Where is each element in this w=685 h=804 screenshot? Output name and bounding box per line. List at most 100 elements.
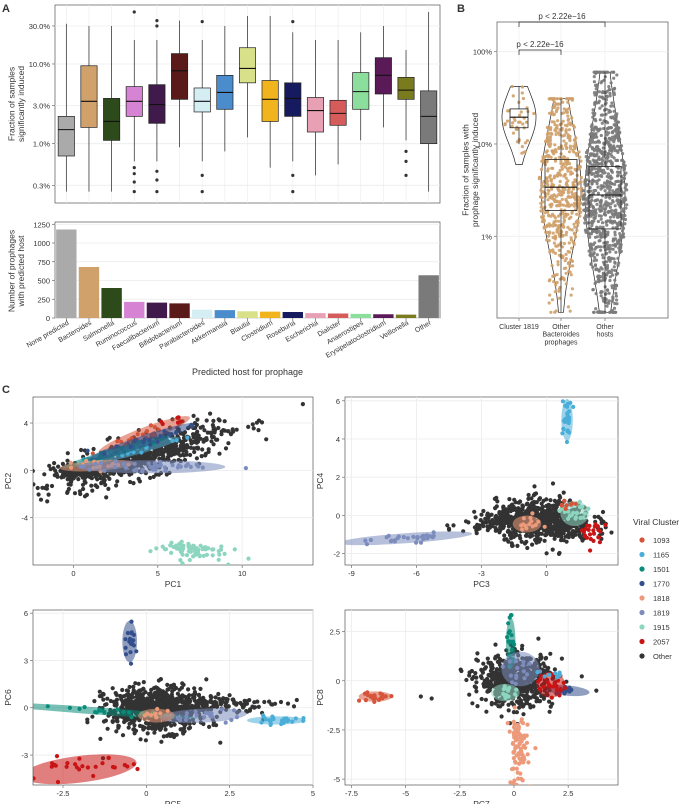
jitter-point [593, 159, 597, 163]
point-cluster-2057 [178, 419, 183, 424]
point-other [35, 485, 40, 491]
outlier-point [132, 180, 136, 184]
point-other [180, 452, 186, 457]
point-other [52, 461, 57, 466]
point-other [155, 686, 160, 691]
jitter-point [553, 290, 557, 294]
jitter-point [618, 250, 622, 254]
jitter-point [566, 249, 570, 254]
point-cluster-1819 [368, 537, 373, 543]
point-other [180, 440, 186, 445]
jitter-point [563, 165, 567, 169]
point-cluster-1819 [219, 707, 224, 712]
jitter-point [567, 107, 571, 111]
point-cluster-1165 [293, 716, 298, 721]
point-other [600, 509, 606, 515]
point-other [192, 695, 197, 700]
point-cluster-1093 [562, 498, 567, 503]
jitter-point [592, 128, 596, 132]
point-cluster-1915 [148, 549, 153, 554]
point-other [145, 696, 150, 701]
jitter-point [596, 167, 600, 171]
jitter-point [613, 301, 617, 306]
jitter-point [623, 222, 627, 226]
jitter-point [558, 179, 562, 184]
outlier-point [155, 190, 159, 194]
point-cluster-1819 [202, 715, 207, 720]
tick-label-y: 750 [37, 258, 50, 267]
jitter-point [591, 253, 595, 257]
jitter-point [614, 226, 618, 230]
point-other [505, 513, 511, 518]
jitter-point [612, 215, 616, 219]
point-cluster-2057 [55, 779, 61, 785]
jitter-point [567, 187, 571, 191]
point-other [136, 703, 141, 708]
point-cluster-1501 [127, 710, 132, 715]
point-cluster-1915 [178, 549, 184, 555]
point-other [512, 497, 517, 502]
point-other [155, 697, 160, 702]
point-cluster-1819 [330, 540, 334, 544]
point-other [556, 530, 561, 535]
point-other [485, 516, 490, 521]
point-other [529, 496, 534, 501]
jitter-point [608, 191, 612, 195]
jitter-point [578, 165, 582, 169]
jitter-point [581, 189, 585, 193]
point-other [147, 453, 152, 458]
jitter-point [503, 123, 507, 127]
jitter-point [603, 181, 607, 185]
jitter-point [561, 254, 565, 258]
point-cluster-1770 [123, 645, 128, 651]
point-other [148, 475, 153, 480]
point-cluster-1915 [216, 557, 221, 562]
jitter-point [621, 226, 626, 230]
jitter-point [603, 136, 608, 140]
point-cluster-1819 [363, 538, 368, 543]
jitter-point [550, 187, 554, 191]
point-cluster-1819 [392, 539, 397, 544]
jitter-point [621, 209, 625, 213]
point-other [178, 698, 183, 703]
jitter-point [581, 194, 585, 198]
jitter-point [566, 117, 571, 121]
point-layer [33, 401, 305, 565]
jitter-point [521, 122, 525, 126]
box-ruminococcus [125, 10, 143, 194]
confidence-ellipse-1770 [87, 423, 195, 461]
point-cluster-2057 [65, 761, 70, 766]
point-cluster-1915 [217, 552, 222, 557]
jitter-point [606, 126, 610, 131]
jitter-point [554, 219, 558, 223]
point-other [132, 702, 137, 707]
point-cluster-1819 [183, 717, 188, 723]
jitter-point [561, 147, 565, 151]
tick-label-y: 0 [46, 314, 50, 323]
jitter-point [557, 219, 561, 223]
tick-label-y: 1.0% [33, 140, 50, 149]
point-other [78, 491, 83, 497]
point-other [250, 422, 255, 427]
jitter-point [557, 204, 562, 208]
point-other [33, 468, 35, 474]
jitter-point [554, 126, 558, 130]
jitter-point [601, 97, 606, 101]
jitter-point [517, 120, 521, 124]
point-other [168, 683, 174, 689]
jitter-point [608, 215, 613, 219]
box-body [329, 99, 347, 126]
point-other [99, 693, 104, 699]
point-cluster-1915 [154, 546, 159, 551]
jitter-point [574, 198, 578, 202]
confidence-ellipse-1819 [345, 531, 473, 546]
jitter-point [565, 161, 569, 165]
jitter-point [562, 241, 567, 246]
outlier-point [291, 173, 295, 177]
jitter-point [566, 135, 570, 140]
point-other [532, 506, 538, 511]
point-other [184, 449, 189, 455]
point-other [300, 401, 305, 407]
point-other [517, 533, 522, 539]
